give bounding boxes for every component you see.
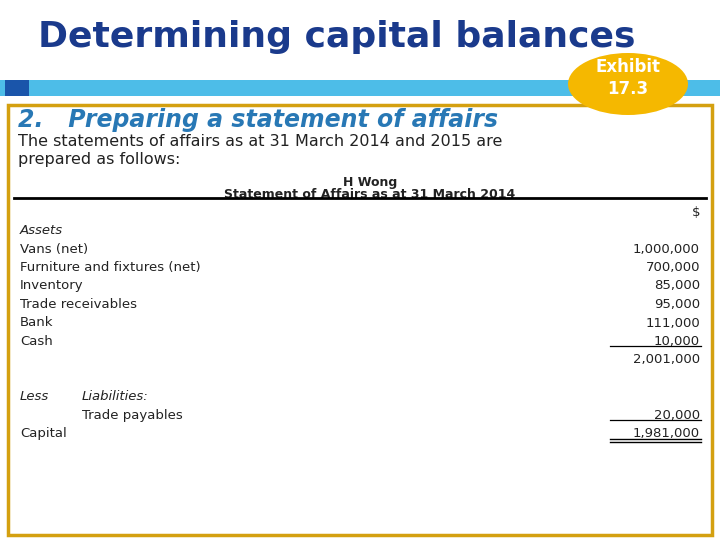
Text: prepared as follows:: prepared as follows:	[18, 152, 181, 167]
Text: Trade payables: Trade payables	[82, 409, 183, 422]
Text: Exhibit
17.3: Exhibit 17.3	[595, 58, 660, 98]
Text: Inventory: Inventory	[20, 280, 84, 293]
Text: Cash: Cash	[20, 335, 53, 348]
Text: 95,000: 95,000	[654, 298, 700, 311]
Text: Liabilities:: Liabilities:	[82, 390, 149, 403]
Text: 85,000: 85,000	[654, 280, 700, 293]
Text: Statement of Affairs as at 31 March 2014: Statement of Affairs as at 31 March 2014	[225, 188, 516, 201]
Text: 1,981,000: 1,981,000	[633, 428, 700, 441]
Text: Determining capital balances: Determining capital balances	[38, 20, 636, 54]
Text: Furniture and fixtures (net): Furniture and fixtures (net)	[20, 261, 201, 274]
Text: H Wong: H Wong	[343, 176, 397, 189]
Ellipse shape	[568, 53, 688, 115]
Text: $: $	[691, 206, 700, 219]
Text: 20,000: 20,000	[654, 409, 700, 422]
FancyBboxPatch shape	[8, 105, 712, 535]
Text: Vans (net): Vans (net)	[20, 242, 88, 255]
Text: 1,000,000: 1,000,000	[633, 242, 700, 255]
Text: 2,001,000: 2,001,000	[633, 354, 700, 367]
Text: 111,000: 111,000	[645, 316, 700, 329]
Text: Trade receivables: Trade receivables	[20, 298, 137, 311]
Bar	[5, 80, 29, 96]
Text: 2.   Preparing a statement of affairs: 2. Preparing a statement of affairs	[18, 108, 498, 132]
Text: Assets: Assets	[20, 224, 63, 237]
Text: Bank: Bank	[20, 316, 53, 329]
Text: 700,000: 700,000	[646, 261, 700, 274]
Bar	[0, 80, 720, 96]
Text: 10,000: 10,000	[654, 335, 700, 348]
Text: Less: Less	[20, 390, 49, 403]
Text: Capital: Capital	[20, 428, 67, 441]
Text: The statements of affairs as at 31 March 2014 and 2015 are: The statements of affairs as at 31 March…	[18, 134, 503, 149]
